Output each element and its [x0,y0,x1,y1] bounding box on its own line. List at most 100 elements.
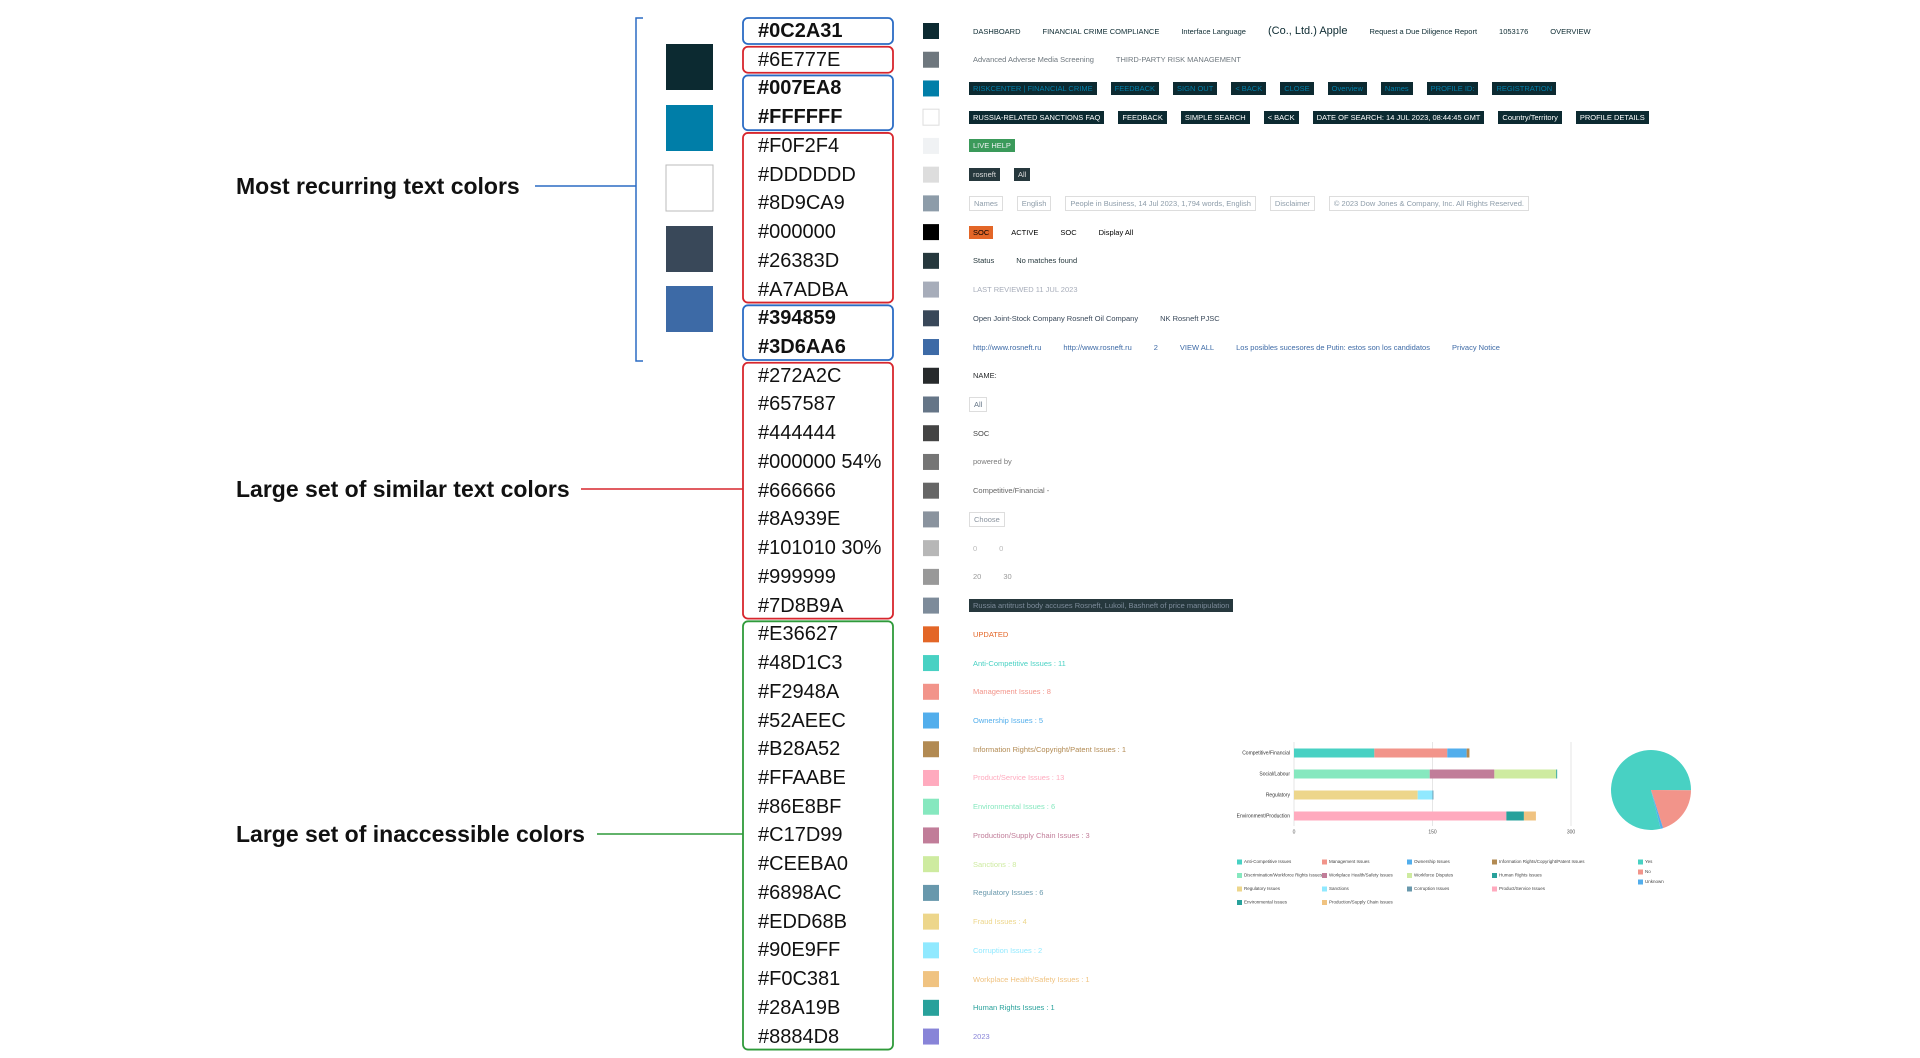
bar-segment [1417,790,1433,800]
sample-text: No matches found [1016,256,1078,266]
sample-text: Display All [1098,227,1134,237]
sample-text: Overview [1327,81,1367,95]
legend-label: Production/Supply Chain Issues [1329,900,1394,905]
legend-swatch [1492,886,1497,892]
color-label: #3D6AA6 [758,336,846,359]
color-label: #999999 [758,565,836,588]
legend-swatch [1322,873,1327,878]
sample-text: Production/Supply Chain Issues : 3 [973,830,1090,840]
color-swatch [923,80,939,97]
group-box [742,17,894,45]
color-swatch [923,655,939,672]
color-label: #394859 [758,307,836,330]
sample-text: ACTIVE [1011,227,1039,237]
color-label: #8A939E [758,508,841,531]
color-swatch [923,367,939,384]
sample-text: SIMPLE SEARCH [1180,110,1250,124]
legend-label: Regulatory Issues [1244,886,1281,891]
bar-segment [1374,748,1448,758]
bar-segment [1294,811,1507,821]
color-swatch [923,396,939,413]
sample-text: < BACK [1231,81,1267,95]
sample-row: http://www.rosneft.ru http://www.rosneft.… [969,337,1504,357]
color-swatch [923,913,939,930]
color-label: #007EA8 [758,77,842,100]
sample-row: Fraud Issues : 4 [969,912,1031,932]
sample-row: LIVE HELP [969,136,1015,156]
legend-label: Management Issues [1329,859,1370,864]
sample-row: Production/Supply Chain Issues : 3 [969,825,1094,845]
color-swatch [923,224,939,241]
legend-label: No [1645,869,1651,874]
sample-text: < BACK [1263,110,1299,124]
sample-text: Competitive/Financial - [973,486,1050,496]
sample-text: RISKCENTER | FINANCIAL CRIME [969,81,1097,95]
legend-label: Corruption Issues [1414,886,1450,891]
bar-segment [1523,811,1536,821]
color-label: #6E777E [758,48,841,71]
group-box [742,361,894,620]
color-label: #48D1C3 [758,652,843,675]
color-label: #B28A52 [758,738,841,761]
sample-text: REGISTRATION [1492,81,1557,95]
sample-text: Regulatory Issues : 6 [973,888,1044,898]
sample-text: PROFILE ID: [1426,81,1479,95]
legend-swatch [1492,873,1497,878]
sample-text: Request a Due Diligence Report [1369,26,1478,36]
legend-label: Sanctions [1329,886,1350,891]
color-swatch [923,453,939,470]
sample-text: http://www.rosneft.ru [1063,342,1132,352]
sample-text: SOC [969,225,994,239]
color-swatch [923,195,939,212]
bar-segment [1494,769,1557,779]
sample-text: 20 [973,572,982,582]
legend-label: Product/Service Issues [1499,886,1546,891]
sample-row: RISKCENTER | FINANCIAL CRIME FEEDBACK SIGN… [969,78,1557,98]
color-swatch [923,884,939,901]
color-label: #C17D99 [758,824,843,847]
sample-text: People in Business, 14 Jul 2023, 1,794 w… [1065,195,1256,211]
sample-row: Status No matches found [969,251,1081,271]
annotation: Large set of similar text colors [236,476,570,502]
annotation: Large set of inaccessible colors [236,821,585,847]
x-tick-label: 0 [1293,829,1296,835]
bracket [635,17,643,362]
sample-text: FEEDBACK [1118,110,1167,124]
sample-row: Choose [969,509,1005,529]
legend-swatch [1322,900,1327,905]
sample-text: VIEW ALL [1179,342,1215,352]
color-swatch [923,540,939,557]
sample-row: powered by [969,452,1016,472]
sample-text: FINANCIAL CRIME COMPLIANCE [1042,26,1160,36]
color-swatch [923,511,939,528]
color-label: #DDDDDD [758,163,856,186]
legend-swatch [1237,900,1242,905]
color-label: #A7ADBA [758,278,849,301]
color-label: #26383D [758,249,840,272]
bar-segment [1294,769,1430,779]
legend-swatch [1407,859,1412,865]
color-swatch [923,798,939,815]
color-label: #8D9CA9 [758,192,845,215]
color-swatch [923,626,939,643]
sample-text: Management Issues : 8 [973,687,1051,697]
legend-swatch [1638,879,1643,885]
sample-row: Human Rights Issues : 1 [969,998,1059,1018]
pie-slice [1651,790,1691,829]
color-label: #000000 [758,221,836,244]
color-label: #272A2C [758,364,842,387]
sample-row: Advanced Adverse Media Screening THIRD-PA… [969,50,1245,70]
sample-text: Russia antitrust body accuses Rosneft, L… [969,599,1234,613]
color-swatch [923,166,939,183]
y-tick-label: Environment/Production [1237,813,1291,819]
sample-text: Privacy Notice [1451,342,1500,352]
x-tick-label: 300 [1567,829,1576,835]
color-swatch [923,827,939,844]
sample-row: Russia antitrust body accuses Rosneft, L… [969,596,1234,616]
sample-row: Open Joint-Stock Company Rosneft Oil Com… [969,308,1224,328]
color-swatch [923,971,939,988]
color-label: #657587 [758,393,836,416]
sample-row: Names English People in Business, 14 Jul 2… [969,193,1529,213]
group-box [742,132,894,304]
